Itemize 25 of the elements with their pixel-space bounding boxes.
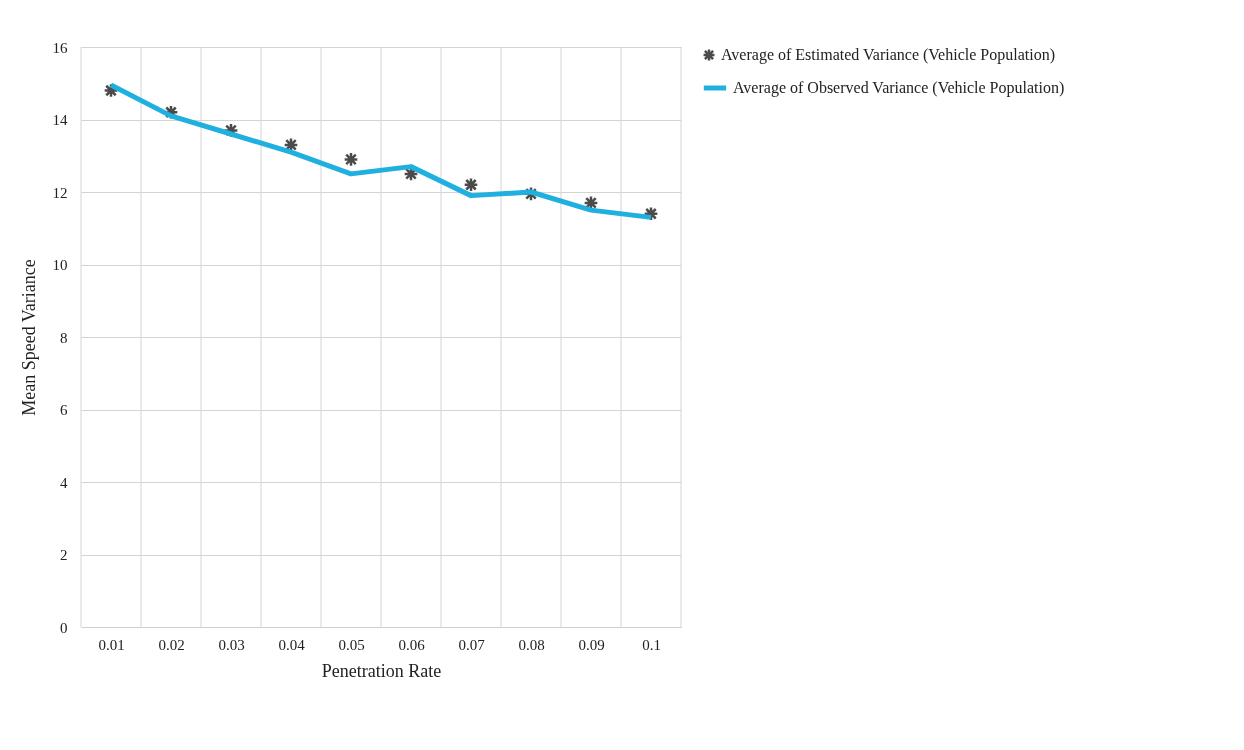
point <box>463 177 479 193</box>
x-tick-label: 0.05 <box>338 636 365 653</box>
x-tick-label: 0.06 <box>398 636 426 653</box>
x-tick-label: 0.03 <box>218 636 245 653</box>
legend-label: Average of Estimated Variance (Vehicle Population) <box>721 46 1055 64</box>
y-tick-label: 4 <box>60 474 68 491</box>
y-tick-label: 0 <box>60 619 68 636</box>
x-axis-title: Penetration Rate <box>321 660 442 681</box>
x-tick-label: 0.08 <box>518 636 545 653</box>
x-tick-label: 0.02 <box>158 636 185 653</box>
x-tick-label: 0.1 <box>642 636 661 653</box>
legend-label: Average of Observed Variance (Vehicle Population) <box>733 79 1065 97</box>
y-tick-label: 12 <box>52 184 68 201</box>
y-tick-label: 6 <box>60 402 68 418</box>
y-tick-label: 8 <box>60 329 68 346</box>
x-tick-label: 0.07 <box>458 636 486 653</box>
x-tick-label: 0.04 <box>278 636 306 653</box>
point <box>343 151 359 167</box>
y-tick-label: 16 <box>52 39 68 56</box>
y-tick-label: 10 <box>52 257 68 273</box>
y-tick-label: 14 <box>52 112 68 128</box>
y-axis-title: Mean Speed Variance <box>18 259 39 416</box>
y-tick-label: 2 <box>60 547 68 563</box>
x-tick-label: 0.09 <box>578 636 605 653</box>
x-tick-label: 0.01 <box>98 636 125 653</box>
